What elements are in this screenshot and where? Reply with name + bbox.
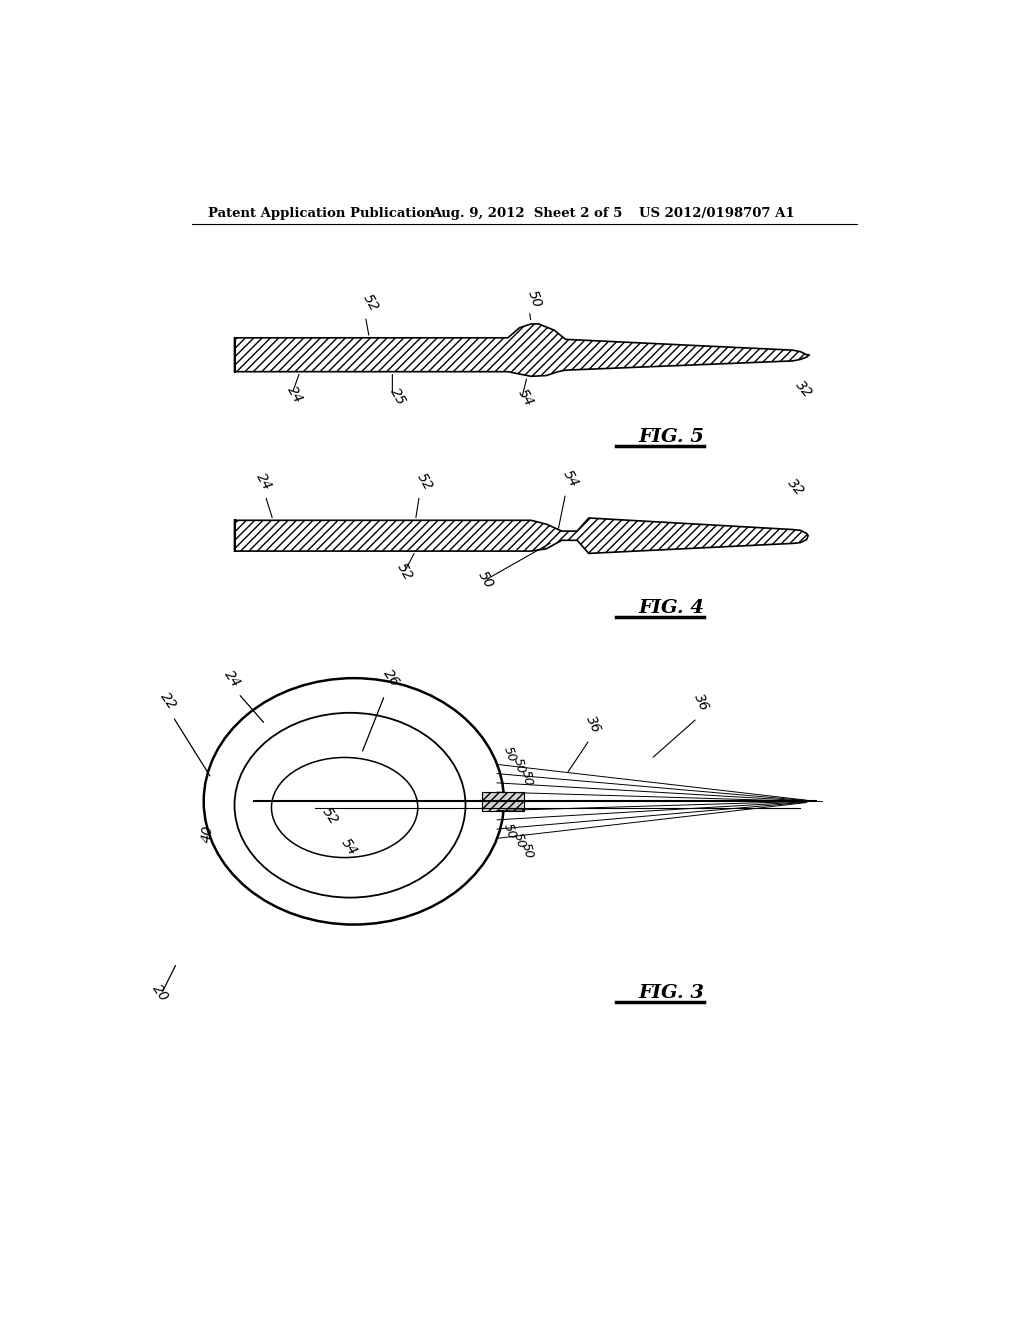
Text: 24: 24 xyxy=(285,384,305,407)
Text: 24: 24 xyxy=(254,470,274,492)
Text: FIG. 3: FIG. 3 xyxy=(639,983,705,1002)
Text: US 2012/0198707 A1: US 2012/0198707 A1 xyxy=(639,207,795,220)
Text: 22: 22 xyxy=(158,689,179,711)
Ellipse shape xyxy=(234,713,466,898)
Text: 50: 50 xyxy=(518,841,536,859)
Text: 54: 54 xyxy=(515,387,537,409)
Polygon shape xyxy=(481,792,524,810)
Text: 54: 54 xyxy=(560,467,582,490)
Text: 25: 25 xyxy=(387,385,408,408)
Text: Patent Application Publication: Patent Application Publication xyxy=(208,207,434,220)
Text: 32: 32 xyxy=(785,477,807,499)
Text: 54: 54 xyxy=(339,836,360,858)
Text: FIG. 5: FIG. 5 xyxy=(639,428,705,446)
Text: 36: 36 xyxy=(584,713,603,735)
Text: 50: 50 xyxy=(511,756,527,775)
Text: 32: 32 xyxy=(793,378,815,400)
Text: 50: 50 xyxy=(511,832,528,850)
Text: 24: 24 xyxy=(221,668,243,690)
Text: 50: 50 xyxy=(518,770,535,788)
Text: 52: 52 xyxy=(414,470,435,492)
Ellipse shape xyxy=(271,758,418,858)
Polygon shape xyxy=(234,517,808,553)
Ellipse shape xyxy=(204,678,504,924)
Text: 40: 40 xyxy=(200,824,215,843)
Text: FIG. 4: FIG. 4 xyxy=(639,599,705,616)
Text: 20: 20 xyxy=(150,982,171,1005)
Text: 36: 36 xyxy=(691,692,712,714)
Text: 50: 50 xyxy=(501,744,518,764)
Text: 50: 50 xyxy=(501,822,518,841)
Text: 50: 50 xyxy=(524,288,544,309)
Text: Aug. 9, 2012  Sheet 2 of 5: Aug. 9, 2012 Sheet 2 of 5 xyxy=(431,207,623,220)
Text: 50: 50 xyxy=(475,569,496,591)
Text: 52: 52 xyxy=(360,292,381,314)
Polygon shape xyxy=(234,323,810,376)
Text: 52: 52 xyxy=(394,561,415,583)
Text: 52: 52 xyxy=(319,805,341,828)
Text: 26: 26 xyxy=(381,667,402,689)
